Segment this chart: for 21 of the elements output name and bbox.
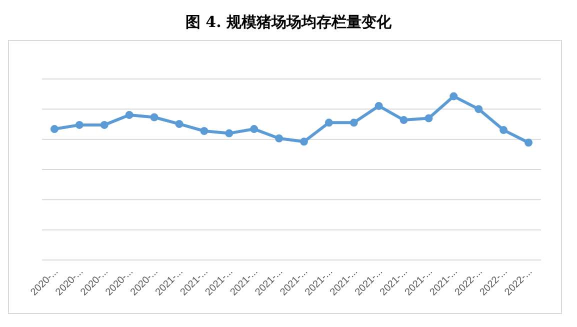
point <box>500 126 508 134</box>
point <box>150 113 158 122</box>
point <box>350 118 358 127</box>
point <box>50 125 58 134</box>
point <box>524 138 533 147</box>
point <box>100 120 108 129</box>
point <box>300 138 308 146</box>
point <box>424 114 433 122</box>
point <box>400 116 408 124</box>
point <box>175 120 184 128</box>
chart-title: 图 4. 规模猪场场均存栏量变化 <box>185 13 393 31</box>
point <box>250 125 258 134</box>
point <box>75 120 84 129</box>
point <box>125 110 134 119</box>
point <box>225 129 234 138</box>
point <box>275 134 284 142</box>
point <box>450 92 458 100</box>
point <box>374 102 383 110</box>
point <box>200 127 208 136</box>
point <box>474 105 483 114</box>
point <box>324 118 333 127</box>
